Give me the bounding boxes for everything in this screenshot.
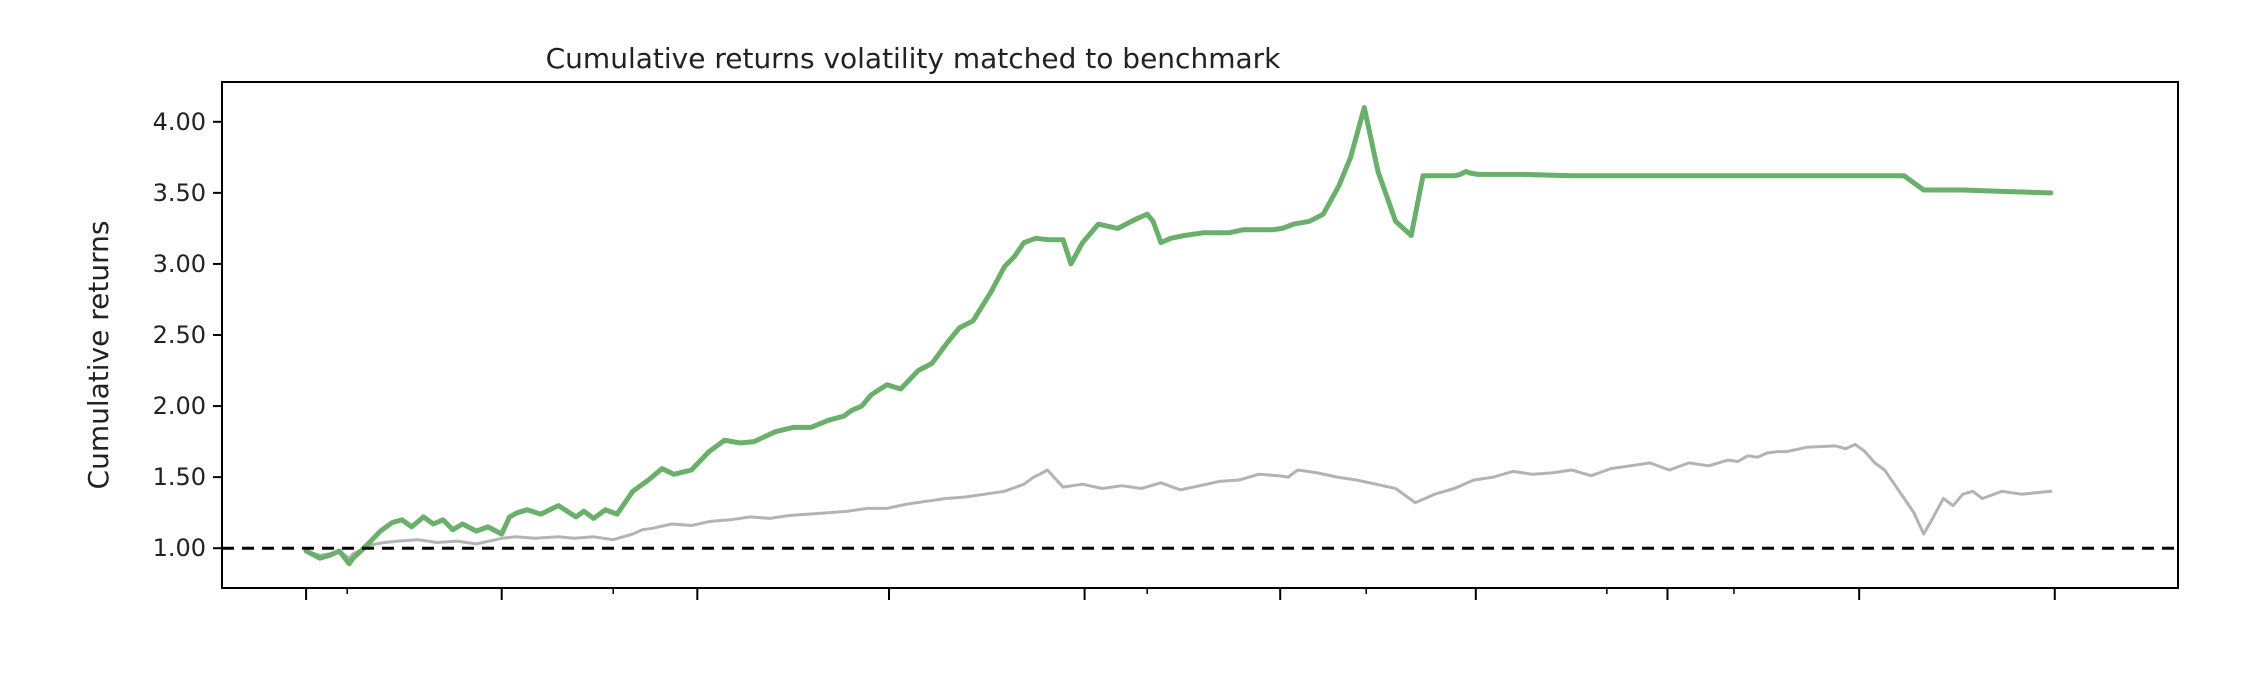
strategy-series-line: [303, 105, 2054, 567]
y-tick-label: 3.50: [153, 179, 206, 207]
y-axis-label: Cumulative returns: [82, 221, 115, 490]
y-tick-label: 1.50: [153, 463, 206, 491]
series-group: [303, 105, 2054, 567]
plot-area: [222, 105, 2178, 567]
chart-title: Cumulative returns volatility matched to…: [546, 42, 1282, 75]
y-tick-label: 2.50: [153, 321, 206, 349]
axes: 1.00 1.50 2.00 2.50 3.00 3.50 4.00: [153, 81, 2179, 600]
benchmark-series-line: [304, 442, 2053, 560]
y-tick-label: 4.00: [153, 108, 206, 136]
y-tick-label: 2.00: [153, 392, 206, 420]
y-tick-label: 1.00: [153, 534, 206, 562]
y-tick-label: 3.00: [153, 250, 206, 278]
